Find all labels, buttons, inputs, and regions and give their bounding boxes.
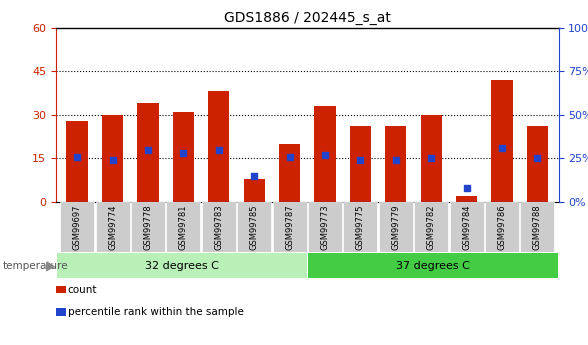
FancyBboxPatch shape (131, 202, 165, 252)
Point (108, 157, 117, 163)
FancyBboxPatch shape (95, 202, 129, 252)
Point (179, 150, 188, 156)
Point (497, 145, 507, 150)
Text: GSM99785: GSM99785 (250, 204, 259, 249)
Text: GSM99786: GSM99786 (497, 204, 506, 250)
Bar (420, 115, 442, 202)
Point (72, 154, 82, 159)
Bar (66, 120, 88, 202)
Text: count: count (68, 285, 97, 295)
FancyBboxPatch shape (308, 253, 558, 278)
FancyBboxPatch shape (485, 202, 519, 252)
FancyBboxPatch shape (60, 202, 94, 252)
Bar (456, 196, 477, 202)
Text: 37 degrees C: 37 degrees C (396, 261, 470, 270)
Bar (279, 144, 300, 202)
Point (462, 185, 471, 191)
Point (533, 156, 542, 161)
Bar (315, 106, 336, 202)
Bar (243, 179, 265, 202)
Bar (208, 91, 229, 202)
Text: GSM99697: GSM99697 (72, 204, 82, 249)
Point (285, 154, 294, 159)
Point (143, 147, 153, 152)
Text: GSM99779: GSM99779 (391, 204, 400, 249)
FancyBboxPatch shape (202, 202, 236, 252)
Text: GSM99788: GSM99788 (533, 204, 542, 250)
FancyBboxPatch shape (450, 202, 483, 252)
Text: 32 degrees C: 32 degrees C (145, 261, 219, 270)
Point (426, 156, 436, 161)
FancyBboxPatch shape (379, 202, 413, 252)
Text: GSM99775: GSM99775 (356, 204, 365, 249)
FancyBboxPatch shape (56, 253, 306, 278)
Point (214, 147, 223, 152)
Text: GSM99778: GSM99778 (143, 204, 152, 250)
Point (249, 173, 259, 178)
Bar (350, 126, 371, 202)
Text: GSM99773: GSM99773 (320, 204, 329, 250)
Text: GSM99784: GSM99784 (462, 204, 471, 249)
Text: GSM99774: GSM99774 (108, 204, 117, 249)
Text: percentile rank within the sample: percentile rank within the sample (68, 307, 243, 317)
Bar (173, 112, 194, 202)
FancyBboxPatch shape (308, 202, 342, 252)
FancyBboxPatch shape (272, 202, 306, 252)
Text: ▶: ▶ (46, 259, 56, 272)
Text: GSM99787: GSM99787 (285, 204, 294, 250)
Point (356, 157, 365, 163)
Text: temperature: temperature (3, 261, 69, 270)
FancyBboxPatch shape (237, 202, 271, 252)
FancyBboxPatch shape (520, 202, 554, 252)
Point (320, 152, 330, 158)
Bar (385, 126, 406, 202)
Text: GSM99783: GSM99783 (214, 204, 223, 250)
Bar (492, 80, 513, 202)
FancyBboxPatch shape (414, 202, 448, 252)
Text: GSM99781: GSM99781 (179, 204, 188, 249)
FancyBboxPatch shape (166, 202, 201, 252)
Point (391, 157, 400, 163)
Bar (527, 126, 548, 202)
Text: GSM99782: GSM99782 (427, 204, 436, 249)
Title: GDS1886 / 202445_s_at: GDS1886 / 202445_s_at (224, 11, 390, 25)
Bar (102, 115, 123, 202)
Bar (137, 103, 159, 202)
FancyBboxPatch shape (343, 202, 377, 252)
